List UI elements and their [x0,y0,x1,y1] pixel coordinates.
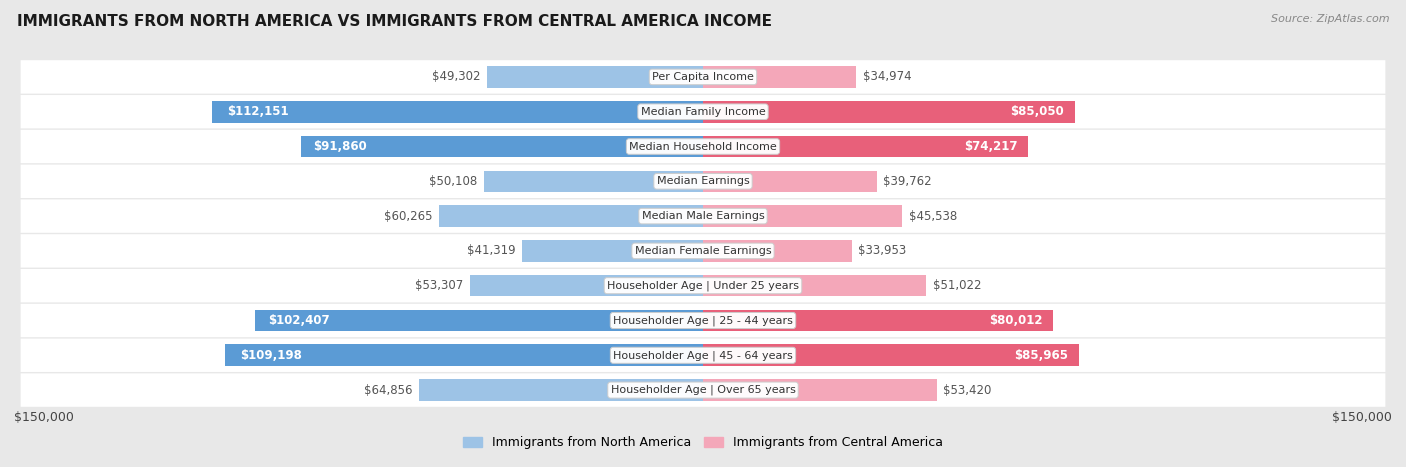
Bar [225,345,703,366]
Bar [703,345,1078,366]
Text: $49,302: $49,302 [432,71,481,84]
Text: $33,953: $33,953 [858,244,907,257]
Text: Householder Age | 25 - 44 years: Householder Age | 25 - 44 years [613,315,793,326]
Text: $39,762: $39,762 [883,175,932,188]
Text: $85,965: $85,965 [1014,349,1067,362]
Text: IMMIGRANTS FROM NORTH AMERICA VS IMMIGRANTS FROM CENTRAL AMERICA INCOME: IMMIGRANTS FROM NORTH AMERICA VS IMMIGRA… [17,14,772,29]
Text: $150,000: $150,000 [1331,411,1392,424]
Text: Householder Age | Over 65 years: Householder Age | Over 65 years [610,385,796,396]
Text: $150,000: $150,000 [14,411,75,424]
Text: $60,265: $60,265 [384,210,433,223]
Bar [212,101,703,122]
Text: Householder Age | Under 25 years: Householder Age | Under 25 years [607,281,799,291]
Text: Per Capita Income: Per Capita Income [652,72,754,82]
Text: Source: ZipAtlas.com: Source: ZipAtlas.com [1271,14,1389,24]
Text: $53,307: $53,307 [415,279,463,292]
Text: $112,151: $112,151 [228,105,288,118]
Text: $74,217: $74,217 [965,140,1018,153]
Text: $53,420: $53,420 [943,383,991,396]
Text: Median Household Income: Median Household Income [628,142,778,151]
Bar [703,240,852,262]
Text: $45,538: $45,538 [908,210,957,223]
Bar [703,205,903,227]
Text: Median Female Earnings: Median Female Earnings [634,246,772,256]
Text: Householder Age | 45 - 64 years: Householder Age | 45 - 64 years [613,350,793,361]
FancyBboxPatch shape [21,339,1385,372]
Text: Median Earnings: Median Earnings [657,177,749,186]
Text: $91,860: $91,860 [314,140,367,153]
Bar [703,275,927,297]
Bar [419,379,703,401]
Bar [254,310,703,331]
Text: $34,974: $34,974 [862,71,911,84]
FancyBboxPatch shape [21,60,1385,93]
Text: $50,108: $50,108 [429,175,477,188]
Bar [522,240,703,262]
Bar [440,205,703,227]
Text: Median Family Income: Median Family Income [641,107,765,117]
Bar [488,66,703,88]
Bar [703,66,856,88]
Bar [703,379,936,401]
Text: $41,319: $41,319 [467,244,516,257]
Text: $102,407: $102,407 [269,314,330,327]
Bar [703,310,1053,331]
FancyBboxPatch shape [21,95,1385,128]
Bar [470,275,703,297]
FancyBboxPatch shape [21,304,1385,337]
Text: $51,022: $51,022 [932,279,981,292]
Bar [301,136,703,157]
FancyBboxPatch shape [21,164,1385,198]
Text: $85,050: $85,050 [1010,105,1064,118]
Text: $80,012: $80,012 [988,314,1042,327]
Text: $64,856: $64,856 [364,383,413,396]
Legend: Immigrants from North America, Immigrants from Central America: Immigrants from North America, Immigrant… [458,432,948,454]
FancyBboxPatch shape [21,234,1385,268]
FancyBboxPatch shape [21,374,1385,407]
Text: Median Male Earnings: Median Male Earnings [641,211,765,221]
Bar [703,136,1028,157]
FancyBboxPatch shape [21,269,1385,303]
Bar [703,170,877,192]
Bar [484,170,703,192]
Bar [703,101,1076,122]
FancyBboxPatch shape [21,130,1385,163]
FancyBboxPatch shape [21,199,1385,233]
Text: $109,198: $109,198 [239,349,301,362]
